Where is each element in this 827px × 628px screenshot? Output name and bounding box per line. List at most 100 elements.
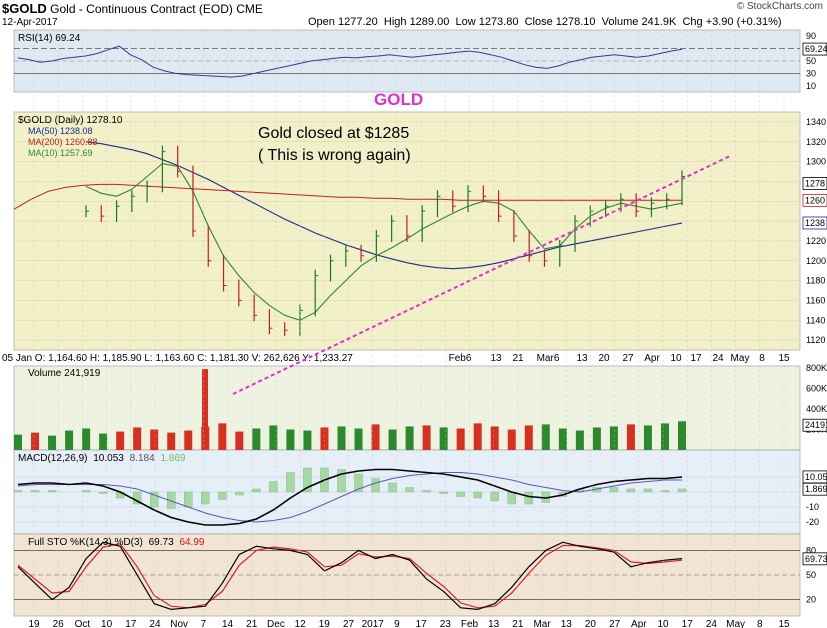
volume-bar — [660, 423, 669, 450]
macd-hist-bar — [337, 469, 346, 493]
volume-bar — [558, 428, 567, 450]
x-tick: 13 — [488, 619, 500, 628]
price-tick-1200: 1200 — [806, 256, 826, 266]
macd-hist-bar — [252, 488, 261, 493]
macd-hist-bar — [286, 472, 295, 493]
volume-current-label-box — [802, 418, 827, 432]
ma200-legend: MA(200) 1260.88 — [28, 137, 98, 147]
price-tick-1320: 1320 — [806, 137, 826, 147]
macd-hist-bar — [473, 491, 482, 499]
volume-tick-400: 400K — [806, 404, 827, 414]
sto-current-label: 69.73 — [805, 554, 827, 564]
price-tick-1300: 1300 — [806, 157, 826, 167]
macd-hist-legend: 1.869 — [160, 453, 185, 464]
macd-hist-bar — [490, 491, 499, 502]
x-tick: 2017 — [362, 619, 385, 628]
volume-bar — [133, 427, 142, 450]
volume-bar — [31, 432, 40, 450]
volume-bar — [524, 425, 533, 450]
rsi-tick-30: 30 — [806, 68, 816, 78]
x-tick: 8 — [757, 619, 763, 628]
macd-hist-bar — [609, 487, 619, 493]
price-date-tick: 17 — [690, 353, 702, 364]
macd-legend-prefix: MACD(12,26,9) — [18, 453, 87, 464]
source-credit: © StockCharts.com — [736, 1, 823, 12]
x-tick: 7 — [201, 619, 207, 628]
ma10-legend: MA(10) 1257.69 — [28, 148, 93, 158]
volume-bar — [184, 430, 193, 450]
volume-bar — [678, 421, 686, 450]
macd-hist-bar — [422, 490, 431, 493]
sto-d-line — [17, 543, 683, 609]
x-tick: 26 — [53, 619, 65, 628]
sto-tick-20: 20 — [806, 595, 816, 605]
annotation-line-1: Gold closed at $1285 — [258, 125, 409, 142]
rsi-current-label: 69.24 — [805, 44, 827, 54]
macd-hist-bar — [354, 473, 363, 493]
trendline — [232, 155, 731, 395]
volume-bar — [14, 434, 22, 450]
macd-hist-bar — [405, 487, 414, 493]
x-tick: 14 — [222, 619, 234, 628]
x-tick: 23 — [440, 619, 452, 628]
price-tick-1180: 1180 — [806, 276, 825, 286]
chart-date: 12-Apr-2017 — [2, 17, 58, 28]
price-tick-1160: 1160 — [806, 295, 825, 305]
volume-bar — [354, 428, 363, 450]
volume-bar — [609, 426, 618, 450]
gold-annotation: GOLD — [374, 90, 423, 109]
price-date-tick: 27 — [622, 353, 634, 364]
macd-hist-bar — [184, 491, 193, 508]
ma200-current-label-box — [802, 193, 827, 207]
annotation-line-2: ( This is wrong again) — [258, 147, 411, 164]
volume-bar — [116, 431, 125, 450]
price-date-tick: 13 — [576, 353, 588, 364]
sto-legend-prefix: Full STO %K(14,3) %D(3) — [28, 537, 143, 548]
x-tick: Dec — [267, 619, 285, 628]
price-date-tick: 21 — [512, 353, 524, 364]
price-date-tick: 8 — [759, 353, 765, 364]
price-date-tick: 15 — [778, 353, 790, 364]
price-date-tick: Feb6 — [449, 353, 472, 364]
volume-bar — [99, 433, 108, 450]
price-current-label: 1278 — [805, 178, 825, 188]
rsi-line — [17, 45, 683, 78]
sto-tick-50: 50 — [806, 570, 816, 580]
rsi-legend: RSI(14) 69.24 — [18, 33, 81, 44]
macd-hist-bar — [660, 490, 670, 493]
macd-hist-bar — [13, 490, 23, 493]
volume-bar — [320, 427, 329, 450]
price-date-tick: 24 — [712, 353, 724, 364]
macd-hist-bar — [167, 491, 176, 509]
macd-hist-current-label: 1.869 — [805, 484, 827, 494]
macd-hist-bar — [269, 481, 278, 493]
volume-bar — [405, 426, 414, 450]
volume-bar — [371, 424, 380, 450]
macd-hist-bar — [218, 491, 227, 500]
price-tick-1340: 1340 — [806, 117, 826, 127]
instrument-name: Gold - Continuous Contract (EOD) — [50, 2, 233, 16]
sto-k-line — [17, 541, 683, 611]
macd-hist-bar — [371, 478, 380, 493]
x-tick: 12 — [295, 619, 307, 628]
x-tick: Feb — [461, 619, 479, 628]
macd-tick--10: -10 — [806, 502, 819, 512]
volume-bar — [456, 428, 465, 450]
macd-hist-bar — [677, 488, 687, 493]
sto-k-legend: 69.73 — [149, 537, 174, 548]
x-tick: 19 — [28, 619, 40, 628]
crosshair-readout-bar — [0, 351, 433, 364]
price-date-tick: 20 — [598, 353, 610, 364]
volume-bar — [643, 425, 652, 450]
x-tick: Apr — [631, 619, 647, 628]
volume-bar — [218, 423, 227, 450]
volume-tick-600: 600K — [806, 384, 827, 394]
price-date-tick: 13 — [490, 353, 502, 364]
price-tick-1120: 1120 — [806, 335, 825, 345]
macd-hist-bar — [150, 491, 159, 508]
x-tick: 17 — [125, 619, 137, 628]
volume-current-label: 241919 — [805, 420, 827, 430]
rsi-tick-50: 50 — [806, 56, 816, 66]
sto-current-label-box — [802, 552, 827, 566]
